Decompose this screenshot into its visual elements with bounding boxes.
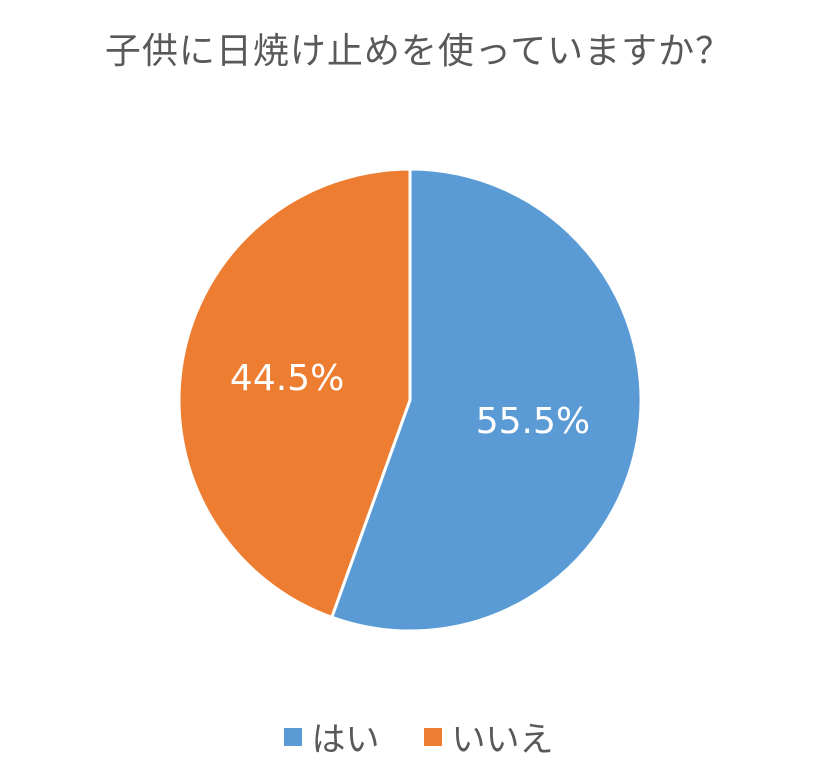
pie-slice-yes	[330, 167, 643, 633]
legend: はい いいえ	[0, 712, 837, 761]
legend-swatch-yes	[283, 727, 302, 746]
data-label-no: 44.5%	[230, 358, 344, 399]
pie-slice-no	[177, 167, 412, 619]
pie-slices	[177, 167, 643, 633]
legend-label-no: いいえ	[451, 720, 554, 760]
legend-item-yes: はい	[283, 712, 380, 761]
chart-title: 子供に日焼け止めを使っていますか？	[104, 31, 733, 72]
legend-swatch-no	[423, 727, 442, 746]
data-label-yes: 55.5%	[476, 401, 590, 442]
pie-data-labels: 55.5% 44.5%	[230, 358, 590, 442]
legend-label-yes: はい	[311, 720, 380, 760]
legend-item-no: いいえ	[423, 712, 554, 761]
